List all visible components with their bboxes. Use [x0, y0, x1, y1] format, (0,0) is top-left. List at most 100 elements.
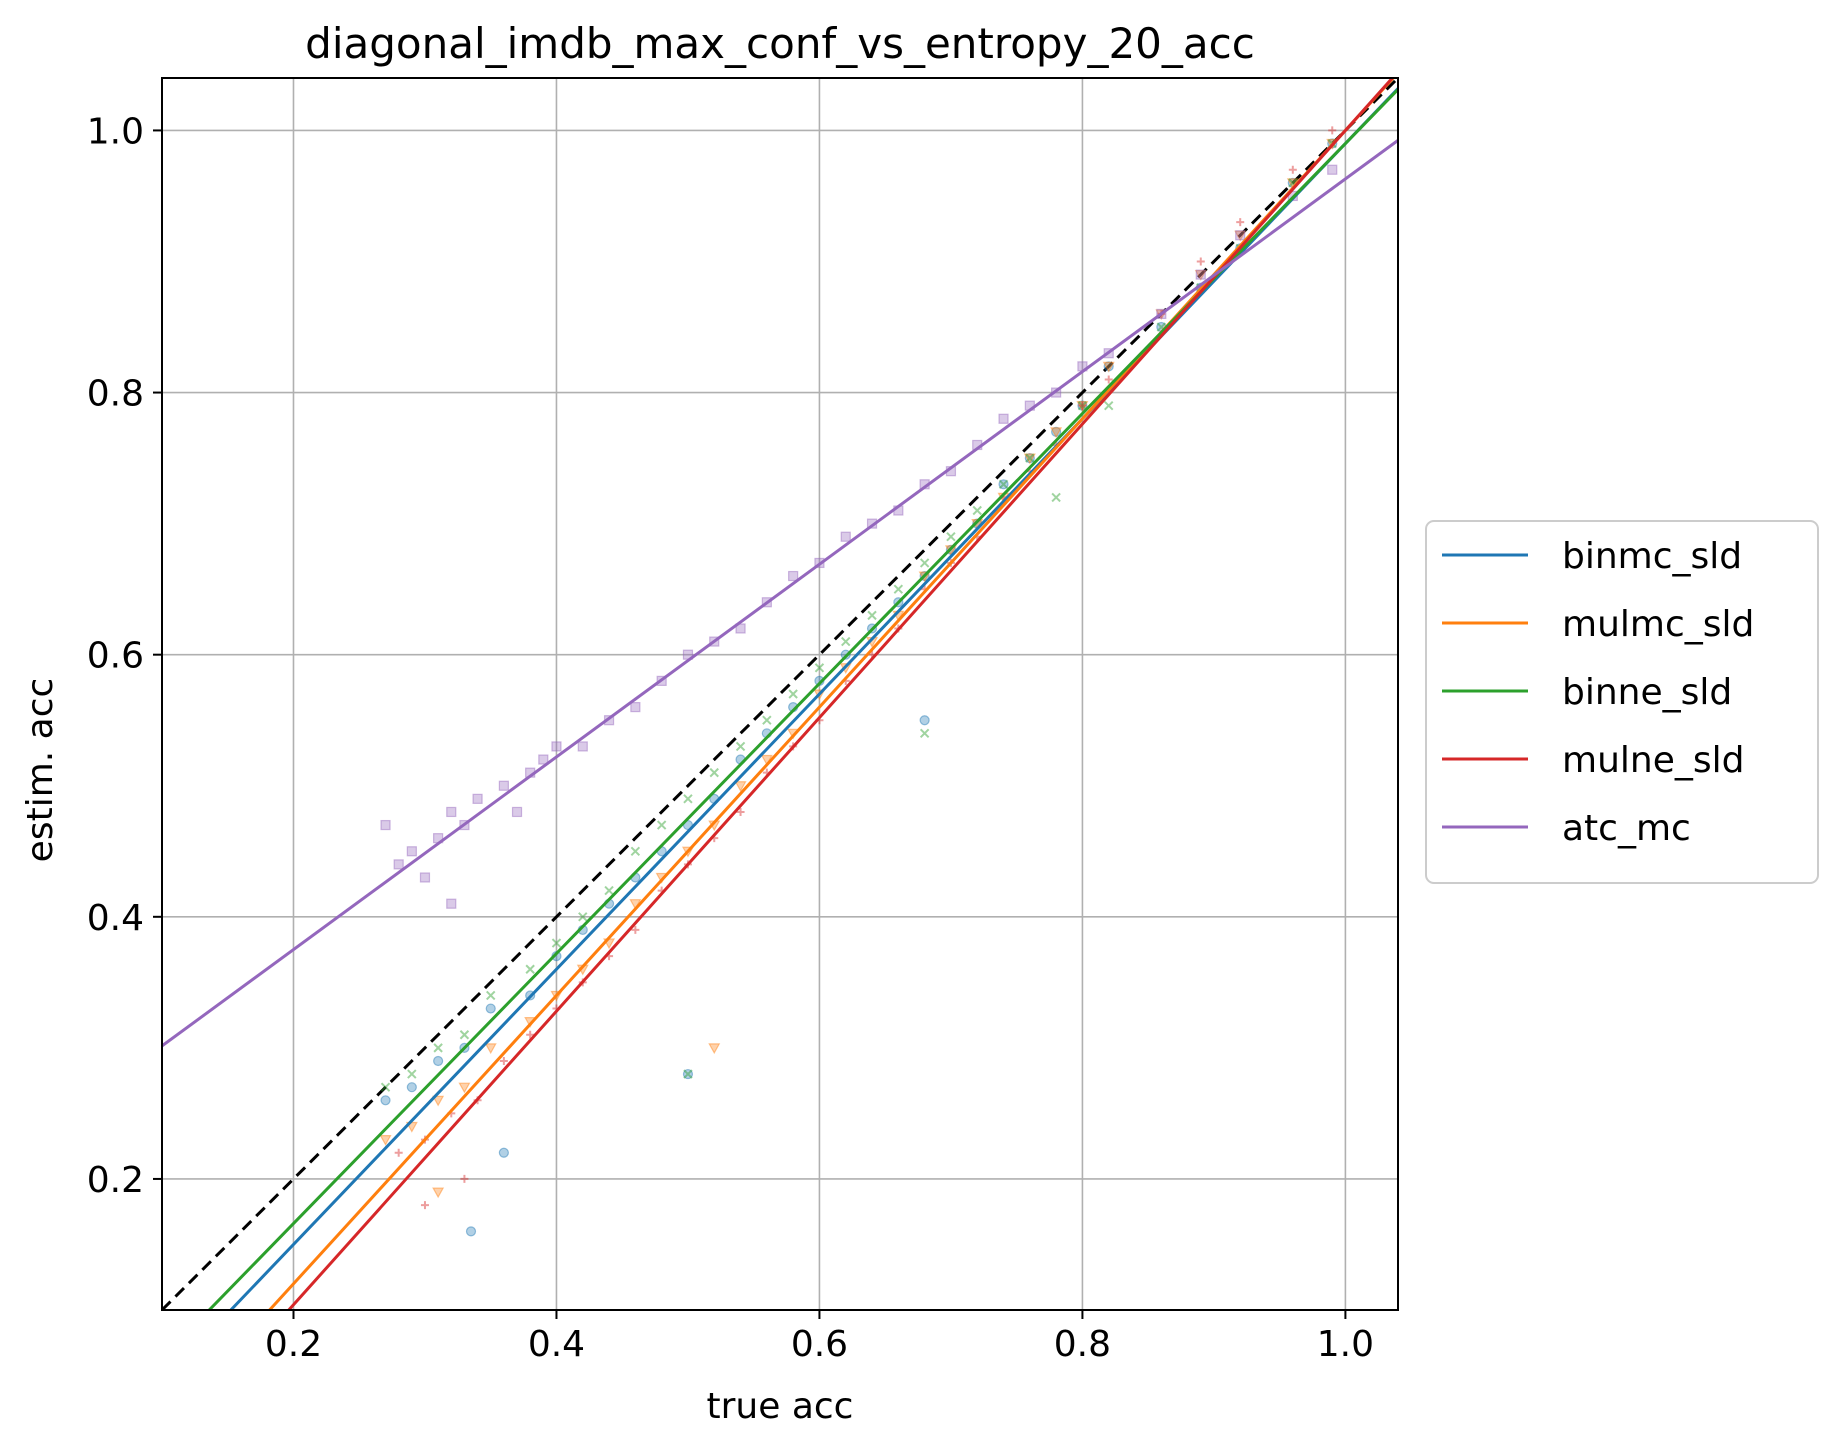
- legend-label-atc_mc: atc_mc: [1562, 808, 1691, 849]
- binne_sld-point-25: [1051, 492, 1061, 503]
- atc_mc-point-0: [380, 819, 391, 831]
- binne_sld-point-5: [525, 964, 535, 974]
- atc_mc-point-19: [735, 623, 746, 634]
- x-tick-label-1: 0.4: [528, 1324, 585, 1365]
- mulmc_sld-point-0: [379, 1135, 392, 1146]
- binmc_sld-point-0: [380, 1095, 391, 1106]
- atc_mc-point-5: [446, 806, 457, 818]
- binmc_sld-point-36: [498, 1147, 509, 1158]
- binne_sld-point-12: [709, 767, 719, 778]
- legend-label-binne_sld: binne_sld: [1562, 672, 1732, 713]
- y-tick-label-4: 1.0: [87, 111, 144, 152]
- mulmc_sld-point-26: [1076, 401, 1089, 412]
- legend-box: [1425, 520, 1819, 884]
- binmc_sld-point-35: [919, 715, 930, 726]
- plot-frame: [161, 77, 1399, 1311]
- y-tick-label-2: 0.6: [87, 636, 144, 677]
- mulne_sld-point-29: [1196, 257, 1205, 266]
- atc_mc-point-36: [1235, 230, 1246, 241]
- mulne_sld-fit-line: [286, 78, 1395, 1310]
- atc_mc-point-15: [630, 702, 641, 713]
- binne_sld-point-23: [998, 479, 1009, 490]
- binne_sld-point-10: [656, 820, 667, 830]
- binne_sld-point-19: [893, 584, 904, 594]
- atc_mc-point-35: [1195, 269, 1206, 280]
- binne_sld-point-17: [841, 636, 851, 647]
- mulne_sld-point-34: [460, 1174, 469, 1183]
- binne_sld-point-8: [604, 885, 614, 896]
- y-tick-label-3: 0.8: [87, 374, 144, 415]
- atc_mc-point-21: [788, 570, 799, 582]
- binmc_sld-point-26: [1077, 400, 1088, 411]
- mulne_sld-point-26: [1078, 401, 1087, 410]
- binne_sld-point-24: [1025, 453, 1035, 463]
- binmc_sld-point-27: [1103, 361, 1114, 372]
- mulmc_sld-point-27: [1102, 361, 1115, 373]
- atc_mc-point-7: [472, 793, 483, 804]
- binmc_sld-point-25: [1051, 426, 1062, 437]
- binmc_sld-point-33: [465, 1226, 477, 1237]
- binne_sld-point-6: [551, 938, 562, 948]
- binne_sld-point-7: [578, 912, 588, 922]
- mulne_sld-point-13: [736, 807, 745, 816]
- binne_sld-point-13: [735, 741, 746, 752]
- atc_mc-point-13: [577, 741, 588, 752]
- atc_mc-point-39: [446, 898, 457, 909]
- atc_mc-point-9: [511, 806, 523, 818]
- atc_mc-point-2: [406, 846, 417, 857]
- binmc_sld-point-23: [998, 479, 1009, 490]
- binne_sld-point-18: [867, 610, 877, 621]
- reference-diagonal: [162, 78, 1398, 1310]
- axes: [161, 77, 1399, 1311]
- binmc_sld-fit-line: [228, 87, 1398, 1310]
- mulmc_sld-point-4: [484, 1043, 497, 1055]
- binmc_sld-point-4: [485, 1003, 496, 1014]
- mulne_sld-point-33: [420, 1201, 429, 1210]
- mulne_sld-point-9: [631, 925, 640, 934]
- atc_mc-point-11: [538, 754, 549, 765]
- atc_mc-point-8: [498, 780, 509, 791]
- atc_mc-point-38: [1327, 164, 1338, 175]
- atc_mc-point-23: [840, 531, 851, 542]
- atc_mc-point-1: [393, 859, 404, 870]
- mulne_sld-point-4: [499, 1056, 508, 1065]
- fit-lines: [162, 78, 1398, 1310]
- binne_sld-point-0: [380, 1082, 391, 1092]
- mulne_sld-point-0: [394, 1148, 403, 1157]
- binne_sld-point-26: [1077, 400, 1088, 411]
- y-tick-label-0: 0.2: [87, 1160, 144, 1201]
- mulmc_sld-point-24: [1023, 453, 1036, 465]
- binne_sld-point-15: [788, 689, 798, 699]
- legend-label-binmc_sld: binmc_sld: [1562, 536, 1742, 577]
- mulmc_sld-point-3: [458, 1082, 471, 1094]
- atc_mc-point-3: [419, 872, 431, 883]
- legend-label-mulne_sld: mulne_sld: [1562, 740, 1744, 781]
- mulmc_sld-point-33: [432, 1187, 445, 1199]
- mulne_sld-point-30: [1236, 218, 1245, 227]
- binne_sld-point-16: [814, 663, 825, 673]
- binmc_sld-point-1: [406, 1082, 417, 1093]
- mulmc_sld-point-29: [1194, 269, 1207, 281]
- scatter-points: [379, 126, 1339, 1237]
- binne_sld-point-3: [459, 1030, 470, 1040]
- binne_sld-point-20: [919, 558, 930, 568]
- mulne_sld-point-32: [1328, 126, 1337, 135]
- binne_sld-point-22: [972, 505, 982, 516]
- binne_sld-point-4: [486, 990, 496, 1001]
- legend-label-mulmc_sld: mulmc_sld: [1562, 604, 1754, 645]
- binne_sld-point-27: [1104, 400, 1114, 411]
- diagonal-reference-line: [162, 78, 1398, 1310]
- binmc_sld-point-24: [1024, 452, 1035, 464]
- x-tick-label-3: 0.8: [1054, 1324, 1111, 1365]
- binne_sld-point-11: [683, 794, 693, 804]
- mulne_sld-point-5: [526, 1030, 535, 1039]
- x-tick-label-0: 0.2: [265, 1324, 322, 1365]
- binne_sld-point-2: [433, 1043, 443, 1053]
- mulmc_sld-point-13: [734, 781, 747, 792]
- x-axis-label: true acc: [707, 1386, 854, 1427]
- chart-title: diagonal_imdb_max_conf_vs_entropy_20_acc: [305, 19, 1255, 68]
- mulmc_sld-point-34: [708, 1043, 721, 1055]
- atc_mc-point-29: [998, 413, 1009, 424]
